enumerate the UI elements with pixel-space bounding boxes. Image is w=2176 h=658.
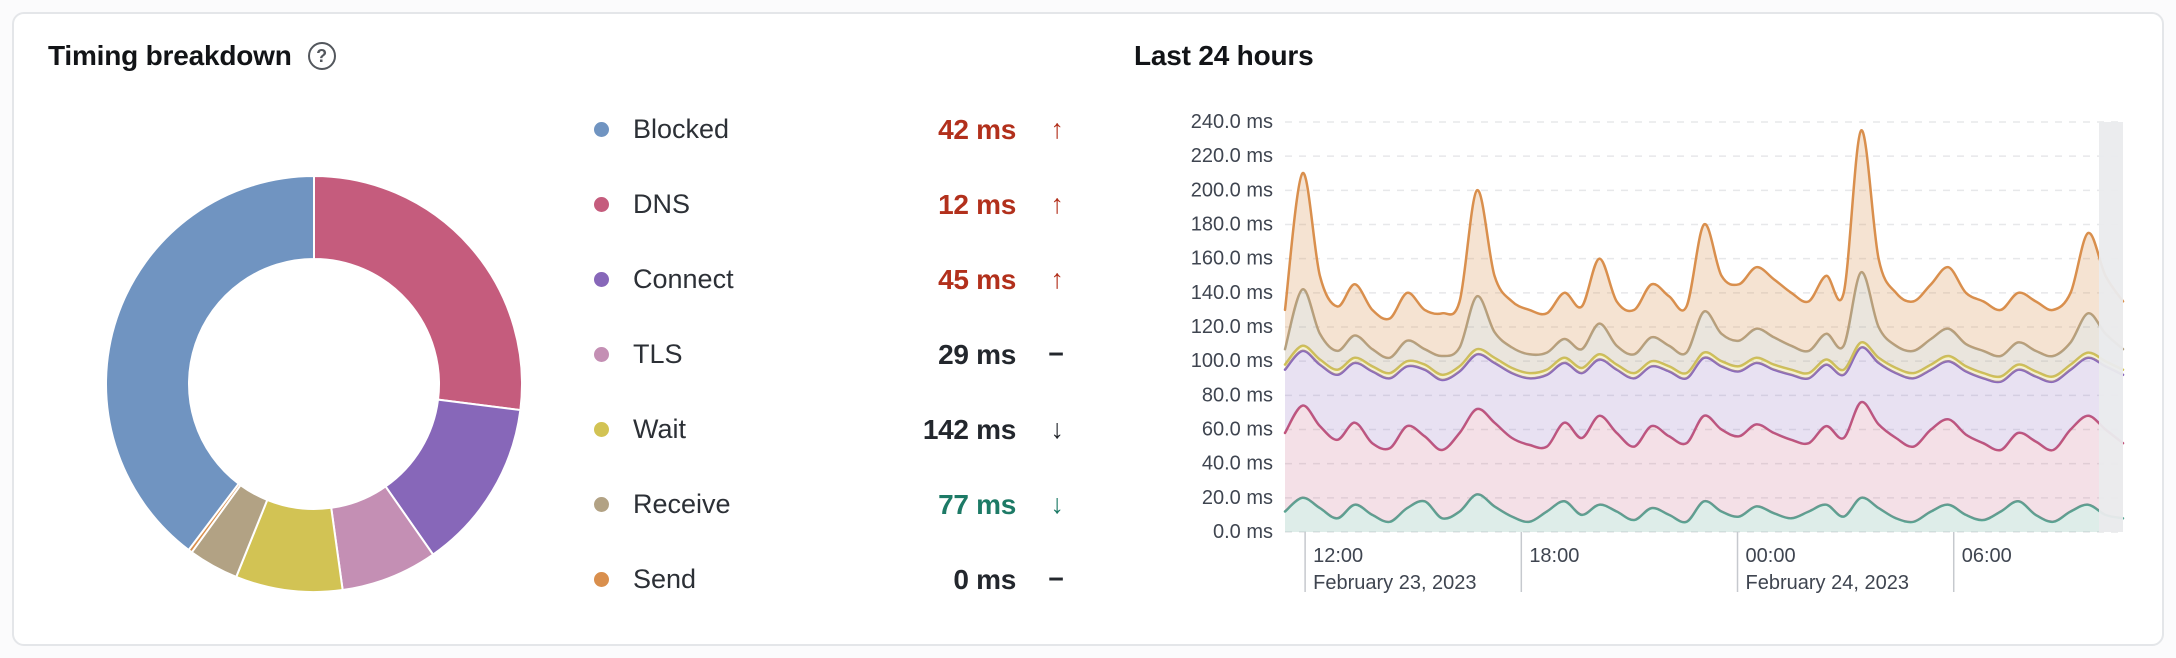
x-axis-time-label: 18:00 — [1529, 545, 1579, 567]
legend-color-dot — [594, 272, 609, 287]
trend-up-icon: ↑ — [1050, 264, 1065, 294]
area-band-4-yellow — [1285, 342, 2123, 383]
area-band-3-purple — [1285, 347, 2123, 451]
legend-row-receive: Receive 77 ms ↓ — [594, 467, 1064, 542]
timing-legend: Blocked 42 ms ↑ DNS 12 ms ↑ Connect 45 ms ↑ TLS 29… — [594, 92, 1064, 617]
x-axis-date-label: February 24, 2023 — [1746, 572, 1909, 594]
legend-value: 42 ms — [938, 113, 1016, 145]
donut-segment-blocked — [105, 174, 315, 552]
line-band-6-orange — [1283, 129, 2125, 321]
x-axis-time-label: 00:00 — [1746, 545, 1796, 567]
legend-value: 12 ms — [938, 188, 1016, 220]
line-band-1-teal — [1283, 493, 2125, 524]
y-axis-label: 140.0 ms — [1191, 282, 1273, 304]
legend-row-dns: DNS 12 ms ↑ — [594, 167, 1064, 242]
trend-up-icon: ↑ — [1050, 189, 1065, 219]
y-axis-label: 100.0 ms — [1191, 350, 1273, 372]
y-axis-label: 220.0 ms — [1191, 145, 1273, 167]
trend-flat-icon: − — [1048, 564, 1064, 594]
last-24-hours-chart: 0.0 ms 20.0 ms 40.0 ms 60.0 ms 80.0 ms 100.0 … — [1191, 111, 2125, 594]
y-axis-label: 40.0 ms — [1202, 453, 1273, 475]
legend-label: Blocked — [633, 114, 730, 144]
y-axis-label: 180.0 ms — [1191, 214, 1273, 236]
legend-label: Receive — [633, 489, 731, 519]
legend-value: 142 ms — [922, 413, 1016, 445]
y-axis-label: 240.0 ms — [1191, 111, 1273, 133]
chart-right-strip — [2099, 122, 2123, 532]
trend-down-icon: ↓ — [1050, 414, 1065, 444]
y-axis-label: 160.0 ms — [1191, 248, 1273, 270]
legend-value: 29 ms — [938, 338, 1016, 370]
timing-breakdown-panel: Timing breakdown ? Blocked 42 ms ↑ DNS 12 ms… — [12, 12, 2164, 646]
y-axis-label: 60.0 ms — [1202, 419, 1273, 441]
legend-row-blocked: Blocked 42 ms ↑ — [594, 92, 1064, 167]
y-axis-label: 120.0 ms — [1191, 316, 1273, 338]
legend-row-tls: TLS 29 ms − — [594, 317, 1064, 392]
legend-label: Wait — [633, 414, 686, 444]
legend-value: 45 ms — [938, 263, 1016, 295]
line-band-5-tan — [1283, 271, 2125, 360]
timing-header: Timing breakdown ? — [48, 40, 336, 72]
legend-color-dot — [594, 497, 609, 512]
legend-color-dot — [594, 197, 609, 212]
trend-up-icon: ↑ — [1050, 114, 1065, 144]
timing-donut-chart — [105, 174, 523, 593]
legend-value: 77 ms — [938, 488, 1016, 520]
area-band-5-tan — [1285, 272, 2123, 377]
history-title: Last 24 hours — [1134, 40, 1314, 71]
help-icon[interactable]: ? — [307, 42, 336, 70]
legend-color-dot — [594, 422, 609, 437]
line-band-4-yellow — [1283, 341, 2125, 379]
legend-label: Connect — [633, 264, 734, 294]
legend-row-wait: Wait 142 ms ↓ — [594, 392, 1064, 467]
y-axis-label: 80.0 ms — [1202, 384, 1273, 406]
x-axis-date-label: February 23, 2023 — [1313, 572, 1476, 594]
legend-label: Send — [633, 564, 697, 594]
legend-label: TLS — [633, 339, 683, 369]
legend-color-dot — [594, 572, 609, 587]
area-band-2-pink — [1285, 402, 2123, 523]
y-axis-label: 0.0 ms — [1213, 521, 1273, 543]
area-band-6-orange — [1285, 130, 2123, 358]
legend-row-send: Send 0 ms − — [594, 542, 1064, 617]
legend-label: DNS — [633, 189, 691, 219]
timing-title: Timing breakdown — [48, 40, 292, 71]
legend-color-dot — [594, 122, 609, 137]
trend-flat-icon: − — [1048, 339, 1064, 369]
y-axis-label: 20.0 ms — [1202, 487, 1273, 509]
x-axis-time-label: 12:00 — [1313, 545, 1363, 567]
y-axis-label: 200.0 ms — [1191, 179, 1273, 201]
legend-value: 0 ms — [953, 563, 1016, 595]
line-band-2-pink — [1283, 400, 2125, 452]
line-band-3-purple — [1283, 346, 2125, 384]
legend-color-dot — [594, 347, 609, 362]
legend-row-connect: Connect 45 ms ↑ — [594, 242, 1064, 317]
donut-segment-dns — [313, 174, 523, 412]
trend-down-icon: ↓ — [1050, 489, 1065, 519]
x-axis-time-label: 06:00 — [1962, 545, 2012, 567]
